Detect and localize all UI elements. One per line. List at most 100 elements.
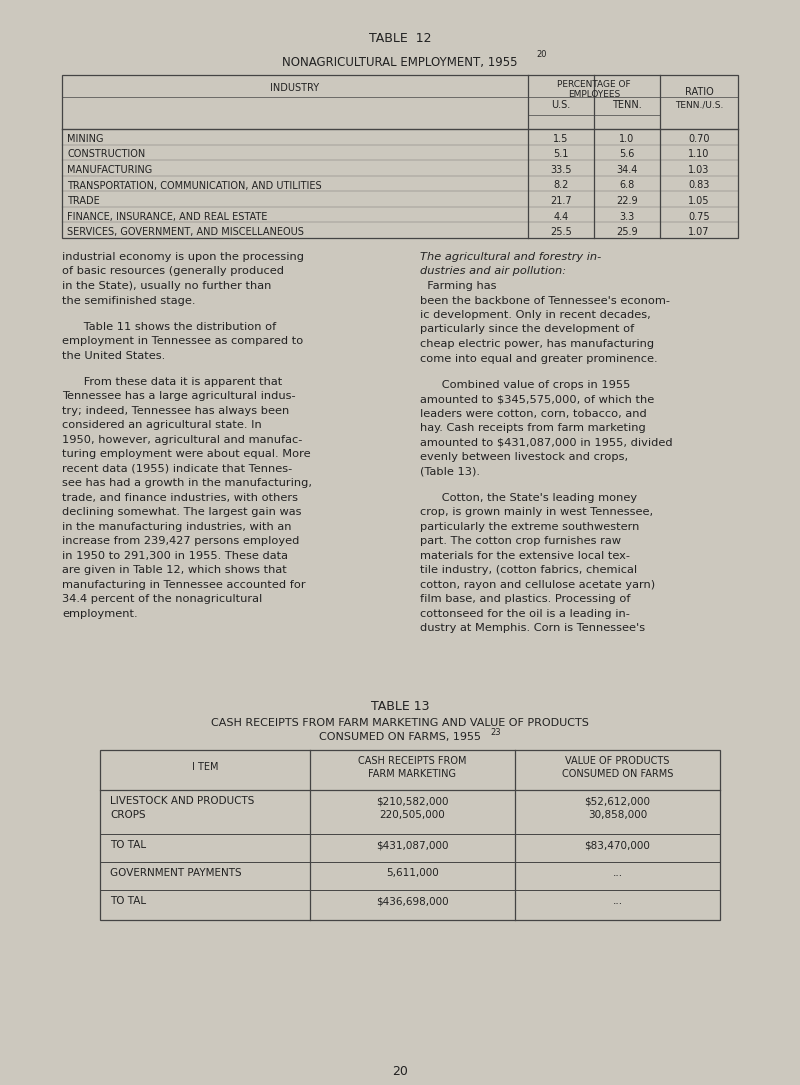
Text: leaders were cotton, corn, tobacco, and: leaders were cotton, corn, tobacco, and: [420, 409, 646, 419]
Text: hay. Cash receipts from farm marketing: hay. Cash receipts from farm marketing: [420, 423, 646, 433]
Text: 34.4 percent of the nonagricultural: 34.4 percent of the nonagricultural: [62, 595, 262, 604]
Text: industrial economy is upon the processing: industrial economy is upon the processin…: [62, 252, 304, 261]
Text: ...: ...: [613, 868, 622, 878]
Text: 1.07: 1.07: [688, 227, 710, 238]
Text: TRANSPORTATION, COMMUNICATION, AND UTILITIES: TRANSPORTATION, COMMUNICATION, AND UTILI…: [67, 180, 322, 191]
Text: LIVESTOCK AND PRODUCTS: LIVESTOCK AND PRODUCTS: [110, 796, 254, 806]
Text: Cotton, the State's leading money: Cotton, the State's leading money: [420, 493, 637, 502]
Text: 3.3: 3.3: [619, 212, 634, 221]
Text: amounted to $431,087,000 in 1955, divided: amounted to $431,087,000 in 1955, divide…: [420, 437, 673, 448]
Text: $436,698,000: $436,698,000: [376, 896, 449, 906]
Text: The agricultural and forestry in-: The agricultural and forestry in-: [420, 252, 602, 261]
Text: manufacturing in Tennessee accounted for: manufacturing in Tennessee accounted for: [62, 579, 306, 590]
Text: turing employment were about equal. More: turing employment were about equal. More: [62, 449, 310, 459]
Text: 1.5: 1.5: [554, 133, 569, 144]
Text: been the backbone of Tennessee's econom-: been the backbone of Tennessee's econom-: [420, 295, 670, 306]
Text: 21.7: 21.7: [550, 196, 572, 206]
Text: $52,612,000: $52,612,000: [585, 796, 650, 806]
Text: 25.5: 25.5: [550, 227, 572, 238]
Text: CONSUMED ON FARMS: CONSUMED ON FARMS: [562, 769, 673, 779]
Text: 22.9: 22.9: [616, 196, 638, 206]
Text: GOVERNMENT PAYMENTS: GOVERNMENT PAYMENTS: [110, 868, 242, 878]
Text: of basic resources (generally produced: of basic resources (generally produced: [62, 267, 284, 277]
Text: 5.6: 5.6: [619, 150, 634, 159]
Text: Farming has: Farming has: [420, 281, 497, 291]
Text: recent data (1955) indicate that Tennes-: recent data (1955) indicate that Tennes-: [62, 463, 292, 474]
Text: come into equal and greater prominence.: come into equal and greater prominence.: [420, 354, 658, 363]
Text: TENN./U.S.: TENN./U.S.: [675, 100, 723, 108]
Text: amounted to $345,575,000, of which the: amounted to $345,575,000, of which the: [420, 394, 654, 404]
Text: Tennessee has a large agricultural indus-: Tennessee has a large agricultural indus…: [62, 392, 296, 401]
Text: ic development. Only in recent decades,: ic development. Only in recent decades,: [420, 310, 650, 320]
Text: MANUFACTURING: MANUFACTURING: [67, 165, 152, 175]
Text: 30,858,000: 30,858,000: [588, 810, 647, 820]
Text: cheap electric power, has manufacturing: cheap electric power, has manufacturing: [420, 339, 654, 349]
Text: dustry at Memphis. Corn is Tennessee's: dustry at Memphis. Corn is Tennessee's: [420, 623, 645, 634]
Text: 1.03: 1.03: [688, 165, 710, 175]
Text: cottonseed for the oil is a leading in-: cottonseed for the oil is a leading in-: [420, 609, 630, 618]
Text: are given in Table 12, which shows that: are given in Table 12, which shows that: [62, 565, 286, 575]
Text: $83,470,000: $83,470,000: [585, 840, 650, 850]
Text: NONAGRICULTURAL EMPLOYMENT, 1955: NONAGRICULTURAL EMPLOYMENT, 1955: [282, 56, 518, 69]
Text: SERVICES, GOVERNMENT, AND MISCELLANEOUS: SERVICES, GOVERNMENT, AND MISCELLANEOUS: [67, 227, 304, 238]
Text: Table 11 shows the distribution of: Table 11 shows the distribution of: [62, 321, 276, 332]
Text: TO TAL: TO TAL: [110, 840, 146, 850]
Text: 5.1: 5.1: [554, 150, 569, 159]
Text: part. The cotton crop furnishes raw: part. The cotton crop furnishes raw: [420, 536, 621, 546]
Bar: [62, 75, 738, 238]
Text: TRADE: TRADE: [67, 196, 100, 206]
Text: employment.: employment.: [62, 609, 138, 618]
Text: TO TAL: TO TAL: [110, 896, 146, 906]
Text: INDUSTRY: INDUSTRY: [270, 82, 319, 93]
Text: 0.83: 0.83: [688, 180, 710, 191]
Text: FARM MARKETING: FARM MARKETING: [369, 769, 457, 779]
Text: tile industry, (cotton fabrics, chemical: tile industry, (cotton fabrics, chemical: [420, 565, 637, 575]
Text: 0.70: 0.70: [688, 133, 710, 144]
Text: materials for the extensive local tex-: materials for the extensive local tex-: [420, 551, 630, 561]
Text: Combined value of crops in 1955: Combined value of crops in 1955: [420, 380, 630, 390]
Text: trade, and finance industries, with others: trade, and finance industries, with othe…: [62, 493, 298, 502]
Text: evenly between livestock and crops,: evenly between livestock and crops,: [420, 452, 628, 462]
Text: CASH RECEIPTS FROM FARM MARKETING AND VALUE OF PRODUCTS: CASH RECEIPTS FROM FARM MARKETING AND VA…: [211, 718, 589, 728]
Text: 1950, however, agricultural and manufac-: 1950, however, agricultural and manufac-: [62, 435, 302, 445]
Text: 34.4: 34.4: [616, 165, 638, 175]
Text: particularly since the development of: particularly since the development of: [420, 324, 634, 334]
Text: see has had a growth in the manufacturing,: see has had a growth in the manufacturin…: [62, 478, 312, 488]
Text: From these data it is apparent that: From these data it is apparent that: [62, 376, 282, 386]
Text: MINING: MINING: [67, 133, 103, 144]
Text: particularly the extreme southwestern: particularly the extreme southwestern: [420, 522, 639, 532]
Text: TABLE 13: TABLE 13: [370, 700, 430, 713]
Text: 5,611,000: 5,611,000: [386, 868, 439, 878]
Bar: [100, 750, 720, 920]
Text: CONSUMED ON FARMS, 1955: CONSUMED ON FARMS, 1955: [319, 732, 481, 742]
Text: ...: ...: [613, 896, 622, 906]
Text: crop, is grown mainly in west Tennessee,: crop, is grown mainly in west Tennessee,: [420, 507, 653, 518]
Text: PERCENTAGE OF: PERCENTAGE OF: [557, 80, 631, 89]
Text: RATIO: RATIO: [685, 87, 714, 97]
Text: 20: 20: [536, 50, 546, 59]
Text: 33.5: 33.5: [550, 165, 572, 175]
Text: in 1950 to 291,300 in 1955. These data: in 1950 to 291,300 in 1955. These data: [62, 551, 288, 561]
Text: TABLE  12: TABLE 12: [369, 31, 431, 44]
Text: (Table 13).: (Table 13).: [420, 467, 480, 476]
Text: CASH RECEIPTS FROM: CASH RECEIPTS FROM: [358, 756, 466, 766]
Text: declining somewhat. The largest gain was: declining somewhat. The largest gain was: [62, 507, 302, 518]
Text: $431,087,000: $431,087,000: [376, 840, 449, 850]
Text: dustries and air pollution:: dustries and air pollution:: [420, 267, 566, 277]
Text: 220,505,000: 220,505,000: [380, 810, 446, 820]
Text: considered an agricultural state. In: considered an agricultural state. In: [62, 420, 262, 430]
Text: film base, and plastics. Processing of: film base, and plastics. Processing of: [420, 595, 630, 604]
Text: $210,582,000: $210,582,000: [376, 796, 449, 806]
Text: CROPS: CROPS: [110, 810, 146, 820]
Text: VALUE OF PRODUCTS: VALUE OF PRODUCTS: [566, 756, 670, 766]
Text: try; indeed, Tennessee has always been: try; indeed, Tennessee has always been: [62, 406, 290, 416]
Text: 1.0: 1.0: [619, 133, 634, 144]
Text: the United States.: the United States.: [62, 350, 166, 360]
Text: 23: 23: [490, 728, 501, 737]
Text: employment in Tennessee as compared to: employment in Tennessee as compared to: [62, 336, 303, 346]
Text: 1.10: 1.10: [688, 150, 710, 159]
Text: the semifinished stage.: the semifinished stage.: [62, 295, 195, 306]
Text: TENN.: TENN.: [612, 100, 642, 110]
Text: 4.4: 4.4: [554, 212, 569, 221]
Text: I TEM: I TEM: [192, 762, 218, 773]
